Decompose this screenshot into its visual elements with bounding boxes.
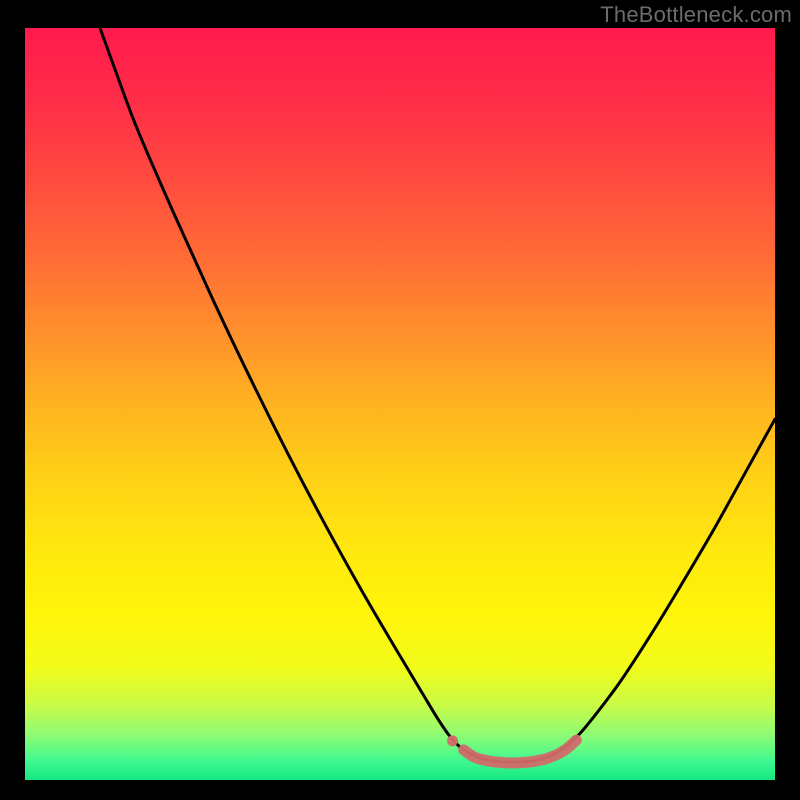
gradient-background xyxy=(25,28,775,780)
plot-area xyxy=(25,28,775,780)
highlight-dot xyxy=(447,735,458,746)
chart-stage: TheBottleneck.com xyxy=(0,0,800,800)
watermark-label: TheBottleneck.com xyxy=(600,2,792,28)
plot-svg xyxy=(25,28,775,780)
